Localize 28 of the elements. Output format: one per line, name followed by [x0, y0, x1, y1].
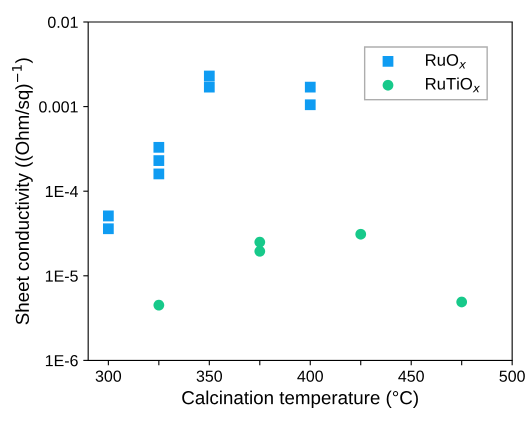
- x-tick-label: 450: [398, 370, 424, 382]
- point: [204, 70, 215, 82]
- y-tick-label: 1E-6: [46, 355, 78, 366]
- point: [102, 223, 114, 234]
- y-tick-label: 0.001: [39, 101, 78, 113]
- point: [304, 82, 316, 92]
- point: [102, 210, 114, 222]
- x-tick-label: 350: [196, 370, 222, 382]
- x-tick-label: 300: [96, 370, 122, 382]
- y-axis-title: Sheet conductivity ((Ohm/sq)$^{−1}$): [12, 58, 33, 324]
- point: [304, 99, 316, 110]
- point: [254, 236, 266, 248]
- x-tick-label: 400: [297, 370, 323, 382]
- point: [456, 296, 468, 308]
- y-tick-label: 1E-4: [46, 186, 78, 197]
- point: [204, 82, 215, 92]
- y-tick-label: 1E-5: [46, 270, 78, 282]
- x-tick-label: 500: [499, 370, 525, 382]
- x-axis-title: Calcination temperature (°C): [182, 390, 418, 408]
- legend-label: RuTiO$_{x}$: [426, 77, 480, 92]
- point: [153, 155, 164, 166]
- legend-label: RuO$_{x}$: [426, 54, 466, 68]
- point: [153, 300, 164, 311]
- point: [254, 246, 266, 257]
- y-tick-label: 0.01: [48, 16, 78, 28]
- point: [153, 142, 164, 153]
- point: [355, 228, 366, 240]
- point: [153, 168, 164, 180]
